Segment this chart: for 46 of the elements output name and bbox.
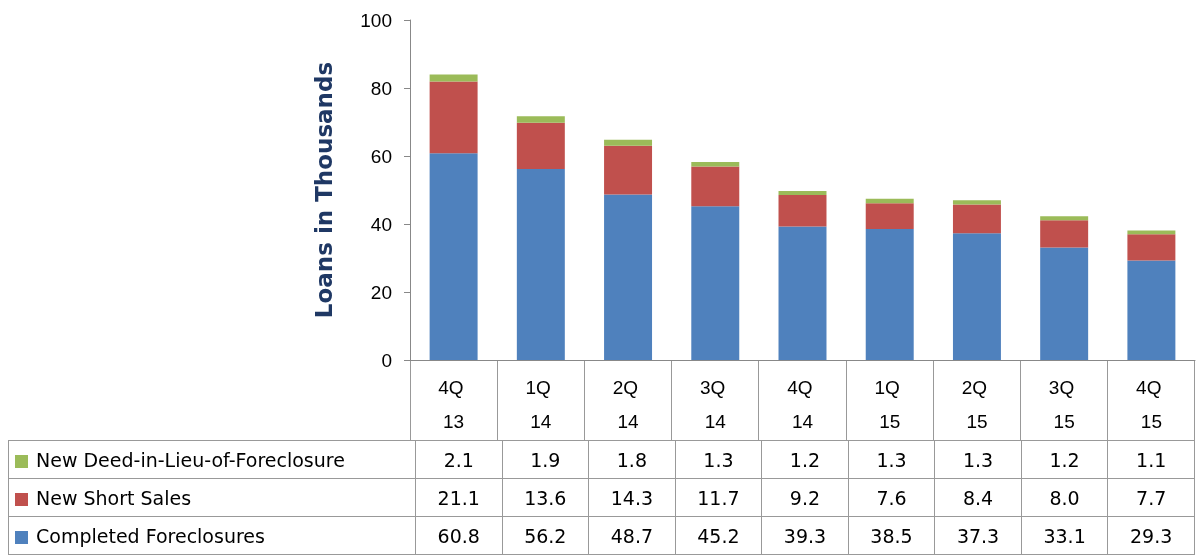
y-tick-label: 100 — [360, 9, 392, 31]
legend-label: New Short Sales — [8, 478, 416, 517]
data-label: 45.2 — [675, 516, 762, 555]
data-label: 7.7 — [1107, 478, 1195, 517]
data-label: 38.5 — [848, 516, 935, 555]
y-tick-label: 80 — [370, 77, 392, 99]
data-label: 8.4 — [934, 478, 1022, 517]
data-label: 1.8 — [588, 440, 676, 479]
legend-label: New Deed-in-Lieu-of-Foreclosure — [8, 440, 416, 479]
legend-label: Completed Foreclosures — [8, 516, 416, 555]
data-label: 1.3 — [934, 440, 1022, 479]
x-tick-label: 1Q 15 — [874, 376, 906, 432]
data-label: 2.1 — [415, 440, 503, 479]
x-tick-label: 2Q 15 — [961, 376, 993, 432]
x-tick-label: 4Q 13 — [438, 376, 469, 432]
data-label: 1.1 — [1107, 440, 1195, 479]
x-tick-label: 4Q 15 — [1136, 376, 1167, 432]
x-tick-label: 3Q 15 — [1048, 376, 1080, 432]
data-label: 7.6 — [848, 478, 935, 517]
data-label: 11.7 — [675, 478, 762, 517]
data-label: 13.6 — [502, 478, 589, 517]
x-tick-label: 4Q 14 — [787, 376, 818, 432]
data-label: 29.3 — [1107, 516, 1195, 555]
data-label: 1.2 — [1021, 440, 1108, 479]
data-label: 1.3 — [848, 440, 935, 479]
data-label: 21.1 — [415, 478, 503, 517]
data-label: 8.0 — [1021, 478, 1108, 517]
data-label: 1.3 — [675, 440, 762, 479]
y-tick-label: 0 — [381, 349, 392, 371]
y-tick-label: 40 — [370, 213, 392, 235]
data-label: 14.3 — [588, 478, 676, 517]
x-tick-label: 1Q 14 — [525, 376, 557, 432]
data-label: 1.9 — [502, 440, 589, 479]
data-label: 60.8 — [415, 516, 503, 555]
data-label: 56.2 — [502, 516, 589, 555]
y-tick-label: 20 — [370, 281, 392, 303]
x-tick-label: 3Q 14 — [699, 376, 731, 432]
data-label: 9.2 — [761, 478, 849, 517]
data-label: 33.1 — [1021, 516, 1108, 555]
data-label: 37.3 — [934, 516, 1022, 555]
x-tick-label: 2Q 14 — [612, 376, 644, 432]
y-axis-title: Loans in Thousands — [310, 61, 337, 319]
data-label: 1.2 — [761, 440, 849, 479]
data-label: 39.3 — [761, 516, 849, 555]
data-label: 48.7 — [588, 516, 676, 555]
y-tick-label: 60 — [370, 145, 392, 167]
